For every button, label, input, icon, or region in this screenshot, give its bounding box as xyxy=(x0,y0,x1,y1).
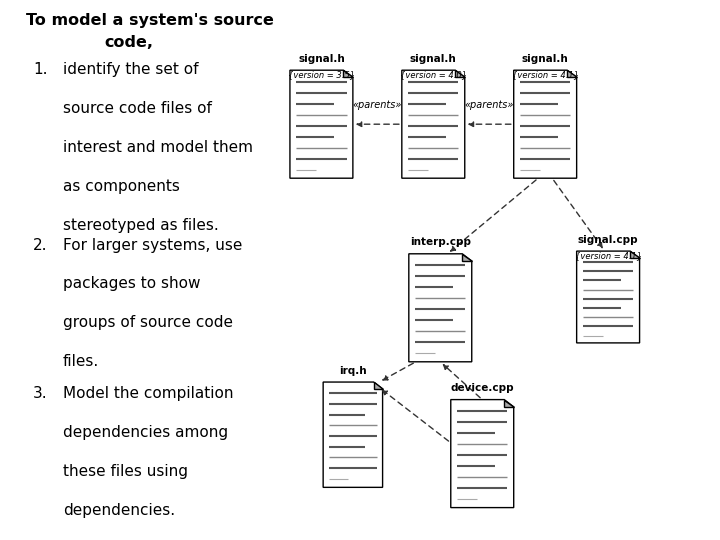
Text: {version = 3.5}: {version = 3.5} xyxy=(288,70,355,79)
Polygon shape xyxy=(402,70,464,178)
Polygon shape xyxy=(374,382,382,389)
Polygon shape xyxy=(513,70,577,178)
Polygon shape xyxy=(343,70,353,77)
Text: device.cpp: device.cpp xyxy=(451,383,514,393)
Text: dependencies.: dependencies. xyxy=(63,503,175,518)
Text: signal.h: signal.h xyxy=(522,53,569,64)
Text: «parents»: «parents» xyxy=(464,100,514,110)
Text: {version = 4.1}: {version = 4.1} xyxy=(575,251,642,260)
Text: {version = 4.0}: {version = 4.0} xyxy=(400,70,467,79)
Text: 1.: 1. xyxy=(33,62,48,77)
Text: signal.h: signal.h xyxy=(298,53,345,64)
Text: irq.h: irq.h xyxy=(339,366,366,376)
Polygon shape xyxy=(567,70,577,77)
Text: For larger systems, use: For larger systems, use xyxy=(63,238,242,253)
Polygon shape xyxy=(630,251,639,258)
Polygon shape xyxy=(455,70,464,77)
Polygon shape xyxy=(290,70,353,178)
Text: 2.: 2. xyxy=(33,238,48,253)
Polygon shape xyxy=(504,400,513,407)
Text: To model a system's source: To model a system's source xyxy=(26,14,274,29)
Text: source code files of: source code files of xyxy=(63,101,212,116)
Text: packages to show: packages to show xyxy=(63,276,200,292)
Text: as components: as components xyxy=(63,179,179,194)
Text: signal.h: signal.h xyxy=(410,53,456,64)
Polygon shape xyxy=(451,400,513,508)
Text: signal.cpp: signal.cpp xyxy=(578,234,639,245)
Text: interest and model them: interest and model them xyxy=(63,140,253,155)
Polygon shape xyxy=(323,382,382,487)
Text: files.: files. xyxy=(63,354,99,369)
Text: these files using: these files using xyxy=(63,464,188,479)
Polygon shape xyxy=(409,254,472,362)
Text: {version = 4.1}: {version = 4.1} xyxy=(512,70,579,79)
Text: 3.: 3. xyxy=(33,386,48,401)
Polygon shape xyxy=(462,254,472,261)
Text: groups of source code: groups of source code xyxy=(63,315,233,330)
Text: interp.cpp: interp.cpp xyxy=(410,237,471,247)
Text: «parents»: «parents» xyxy=(353,100,402,110)
Text: Model the compilation: Model the compilation xyxy=(63,386,233,401)
Polygon shape xyxy=(577,251,639,343)
Text: stereotyped as files.: stereotyped as files. xyxy=(63,218,218,233)
Text: identify the set of: identify the set of xyxy=(63,62,198,77)
Text: code,: code, xyxy=(104,35,153,50)
Text: dependencies among: dependencies among xyxy=(63,425,228,440)
